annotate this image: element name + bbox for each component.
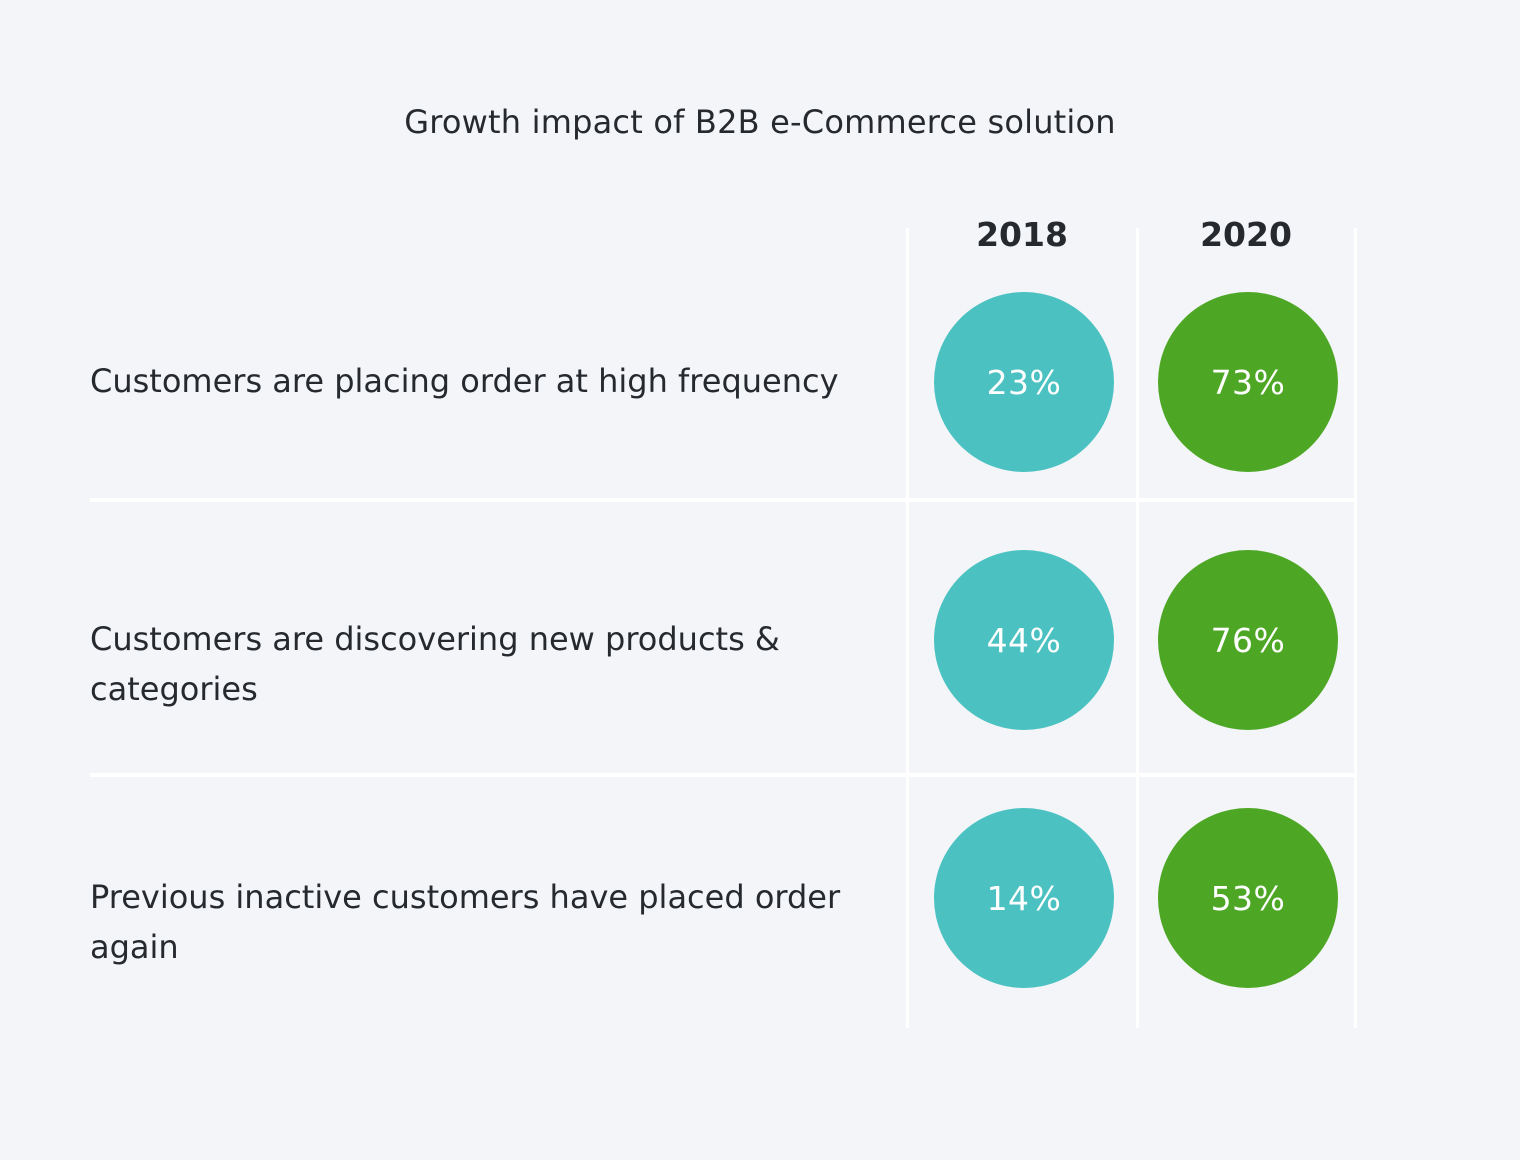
row-label-high-frequency: Customers are placing order at high freq… [90, 362, 839, 400]
column-header-2018: 2018 [976, 215, 1068, 254]
bubble-2018-high-frequency: 23% [934, 292, 1114, 472]
chart-title: Growth impact of B2B e-Commerce solution [404, 103, 1116, 141]
column-divider-right [1354, 228, 1357, 1028]
bubble-2020-inactive-reordered: 53% [1158, 808, 1338, 988]
row-divider-2 [90, 773, 1356, 777]
column-divider-left [906, 228, 909, 1028]
row-divider-1 [90, 498, 1356, 502]
row-label-discovering-products: Customers are discovering new products &… [90, 620, 780, 708]
bubble-2018-discovering-products: 44% [934, 550, 1114, 730]
bubble-2020-discovering-products: 76% [1158, 550, 1338, 730]
column-divider-middle [1136, 228, 1139, 1028]
bubble-2020-high-frequency: 73% [1158, 292, 1338, 472]
row-label-inactive-reordered: Previous inactive customers have placed … [90, 878, 841, 966]
column-header-2020: 2020 [1200, 215, 1292, 254]
bubble-2018-inactive-reordered: 14% [934, 808, 1114, 988]
